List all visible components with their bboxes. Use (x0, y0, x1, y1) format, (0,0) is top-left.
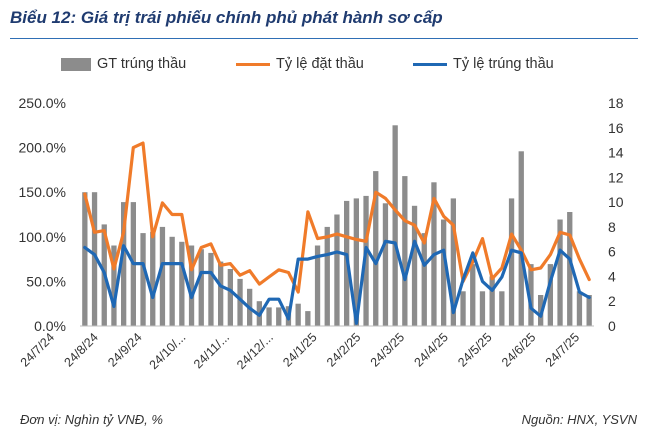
bar (392, 125, 398, 326)
legend-item-bar: GT trúng thầu (61, 56, 186, 72)
x-tick-label: 24/6/25 (499, 330, 538, 369)
y-right-tick-label: 4 (608, 268, 616, 284)
bar (479, 291, 486, 326)
y-left-tick-label: 100.0% (19, 229, 66, 245)
bar (489, 276, 495, 326)
bar (518, 151, 524, 326)
bar (508, 198, 515, 326)
bar (450, 198, 456, 326)
x-tick-label: 24/3/25 (368, 330, 407, 369)
y-right-tick-label: 16 (608, 120, 624, 136)
y-left-tick-label: 250.0% (19, 95, 66, 111)
legend-swatch-trung (413, 62, 447, 66)
x-tick-label: 24/1/25 (280, 330, 319, 369)
bar (237, 278, 243, 326)
line-ty-le-trung-thau (83, 239, 591, 325)
bar (218, 261, 224, 326)
legend-swatch-bar (61, 57, 91, 71)
bar (470, 264, 476, 326)
y-left-tick-label: 0.0% (34, 318, 66, 334)
y-left-tick-label: 200.0% (19, 140, 66, 156)
bar (499, 291, 505, 326)
footer-unit: Đơn vị: Nghìn tỷ VNĐ, % (20, 412, 163, 427)
bar (402, 176, 408, 326)
bar (266, 307, 272, 326)
bar (140, 233, 146, 326)
y-right-tick-label: 10 (608, 194, 624, 210)
legend-label-trung: Tỷ lệ trúng thầu (453, 56, 554, 72)
bar (567, 212, 573, 326)
y-right-tick-label: 6 (608, 244, 616, 260)
legend-label-bar: GT trúng thầu (97, 56, 187, 72)
bar (353, 198, 359, 326)
y-right-tick-label: 14 (608, 145, 624, 161)
legend: GT trúng thầu Tỷ lệ đặt thầu Tỷ lệ trúng… (0, 56, 665, 80)
bar (188, 245, 195, 326)
bar (363, 195, 369, 326)
x-tick-label: 24/10/... (147, 330, 189, 372)
y-right-tick-label: 18 (608, 95, 624, 111)
x-tick-label: 24/4/25 (412, 330, 451, 369)
bar (227, 269, 233, 326)
bar (276, 307, 282, 326)
bar (169, 236, 175, 326)
bar (382, 203, 389, 326)
x-tick-label: 24/8/24 (62, 330, 101, 369)
bar (421, 233, 427, 326)
bar (91, 192, 98, 326)
bar (208, 252, 214, 326)
legend-item-trung: Tỷ lệ trúng thầu (413, 56, 554, 72)
legend-label-dat: Tỷ lệ đặt thầu (276, 56, 364, 72)
bar (441, 219, 447, 326)
x-tick-label: 24/5/25 (455, 330, 494, 369)
x-tick-label: 24/9/24 (105, 330, 144, 369)
legend-swatch-dat (236, 62, 270, 66)
bar (324, 226, 330, 326)
y-left-tick-label: 150.0% (19, 184, 66, 200)
bar (305, 311, 311, 326)
y-right-tick-label: 2 (608, 293, 616, 309)
bar (179, 241, 185, 326)
x-tick-label: 24/7/24 (18, 330, 57, 369)
footer-source: Nguồn: HNX, YSVN (521, 412, 637, 427)
bar (314, 245, 321, 326)
y-right-tick-label: 12 (608, 169, 624, 185)
x-tick-label: 24/2/25 (324, 330, 363, 369)
bar (411, 205, 418, 326)
bar (159, 226, 166, 326)
y-left-tick-label: 50.0% (26, 273, 66, 289)
bar (150, 231, 156, 326)
legend-item-dat: Tỷ lệ đặt thầu (236, 56, 364, 72)
bar (528, 264, 534, 326)
chart-title: Biểu 12: Giá trị trái phiếu chính phủ ph… (10, 8, 443, 27)
bar (334, 214, 340, 326)
bar (295, 303, 301, 326)
bar (547, 264, 553, 326)
bar (373, 171, 379, 326)
bar (111, 245, 117, 326)
x-tick-label: 24/7/25 (543, 330, 582, 369)
bar (557, 219, 563, 326)
y-right-tick-label: 0 (608, 318, 616, 334)
bar (121, 202, 127, 326)
bar (460, 291, 466, 326)
bar (576, 291, 583, 326)
bar (586, 295, 592, 326)
title-underline (10, 38, 638, 39)
y-right-tick-label: 8 (608, 219, 616, 235)
bar (198, 249, 204, 326)
x-tick-label: 24/12/... (234, 330, 276, 372)
x-tick-label: 24/11/... (191, 330, 232, 371)
bar (82, 192, 88, 326)
line-ty-le-dat-thau (83, 141, 591, 294)
